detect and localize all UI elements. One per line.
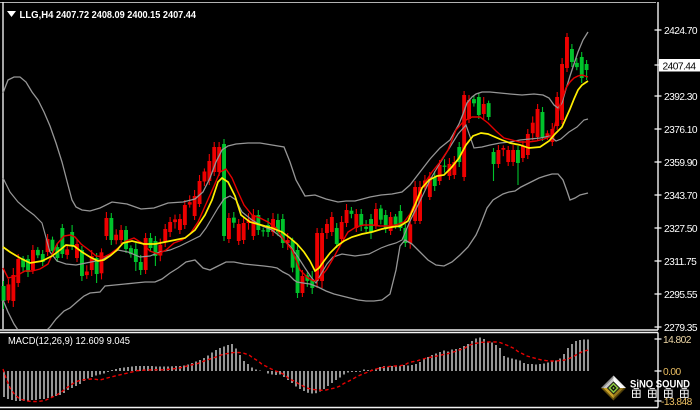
svg-text:2407.44: 2407.44 [663, 61, 697, 72]
svg-text:LLG,H4: LLG,H4 [20, 10, 54, 21]
svg-text:2407.72 2408.09 2400.15 2407.4: 2407.72 2408.09 2400.15 2407.44 [56, 10, 196, 21]
svg-text:0.00: 0.00 [663, 367, 682, 378]
svg-text:2343.70: 2343.70 [664, 191, 698, 202]
svg-text:2327.50: 2327.50 [664, 224, 698, 235]
svg-text:2424.70: 2424.70 [664, 26, 698, 37]
svg-text:-13.848: -13.848 [661, 397, 693, 408]
svg-text:2392.30: 2392.30 [664, 92, 698, 103]
svg-text:MACD(12,26,9) 12.609 9.045: MACD(12,26,9) 12.609 9.045 [8, 336, 130, 347]
svg-text:14.802: 14.802 [663, 335, 692, 346]
svg-text:SiNO SOUND: SiNO SOUND [630, 379, 690, 391]
svg-text:2311.75: 2311.75 [664, 257, 697, 268]
svg-text:2359.90: 2359.90 [664, 158, 698, 169]
svg-text:2279.35: 2279.35 [664, 323, 698, 334]
svg-text:2376.10: 2376.10 [664, 125, 698, 136]
svg-text:2295.55: 2295.55 [664, 290, 698, 301]
